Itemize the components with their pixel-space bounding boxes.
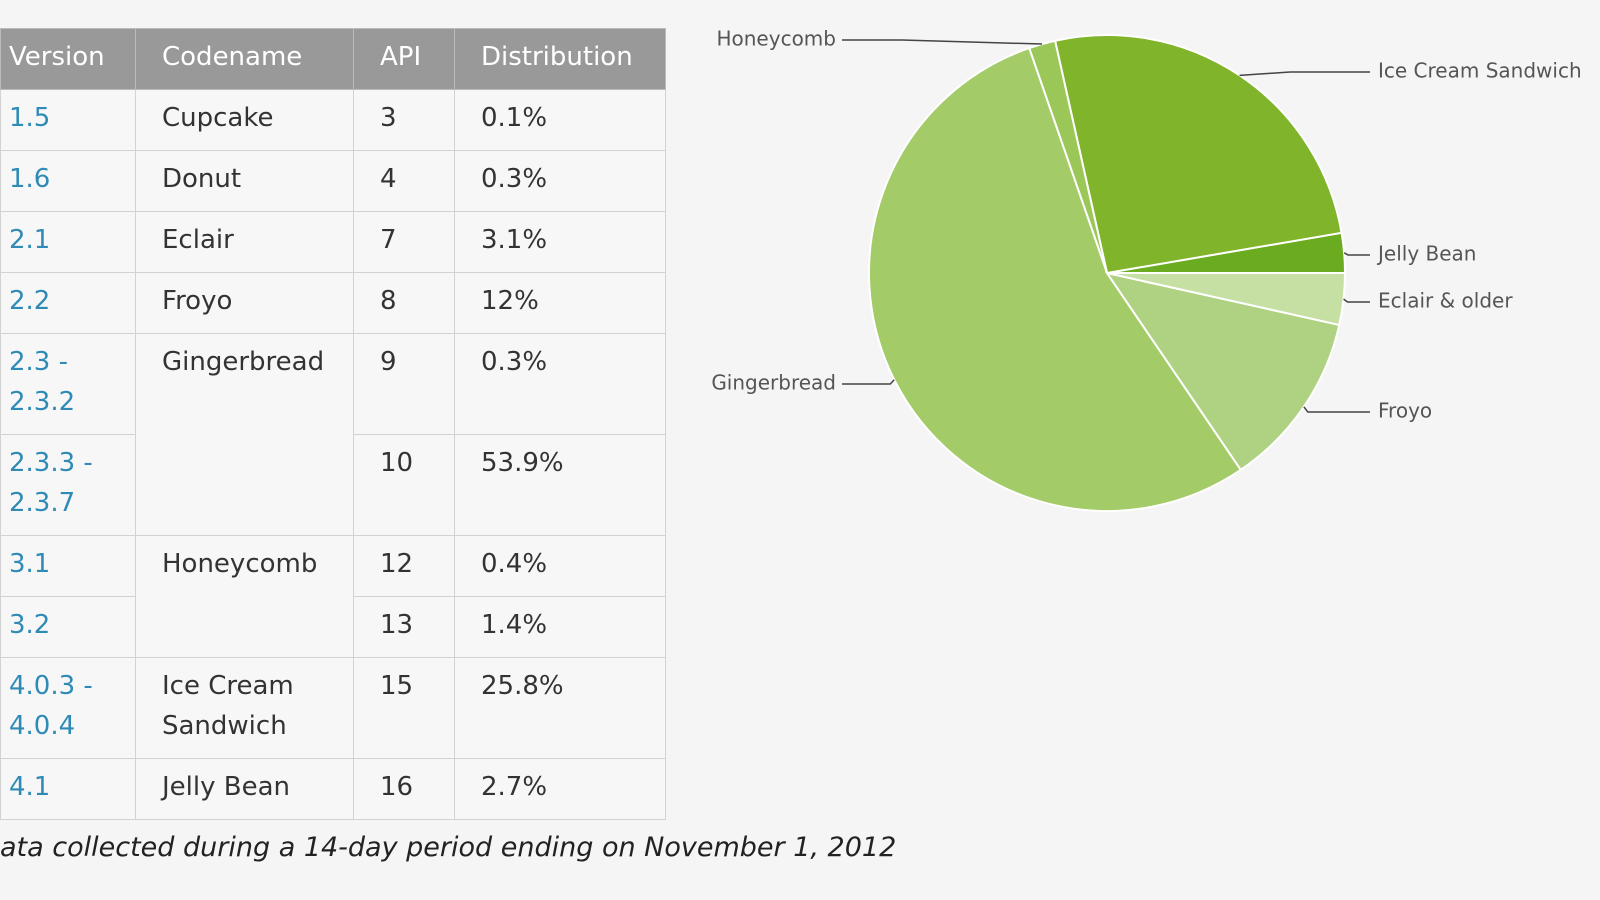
- api-cell: 7: [353, 211, 455, 273]
- slice-label: Jelly Bean: [1376, 242, 1476, 266]
- distribution-cell: 2.7%: [454, 758, 666, 820]
- leader-line: [1239, 71, 1370, 77]
- api-cell: 16: [353, 758, 455, 820]
- api-cell: 15: [353, 657, 455, 759]
- version-cell: 4.1: [0, 758, 136, 820]
- distribution-table: Version Codename API Distribution 1.5 Cupcake…: [0, 28, 666, 820]
- distribution-cell: 0.3%: [454, 150, 666, 212]
- distribution-cell: 3.1%: [454, 211, 666, 273]
- table-row: 2.3.3 - 2.3.7 10 53.9%: [0, 434, 666, 536]
- table-row: 4.1 Jelly Bean 16 2.7%: [0, 758, 666, 820]
- version-cell: 3.1: [0, 535, 136, 597]
- codename-cell: Cupcake: [135, 89, 354, 151]
- version-cell: 2.1: [0, 211, 136, 273]
- distribution-cell: 12%: [454, 272, 666, 334]
- pie-slice: [1106, 272, 1347, 327]
- codename-cell: Ice Cream Sandwich: [135, 657, 354, 759]
- api-cell: 12: [353, 535, 455, 597]
- slice-label: Honeycomb: [716, 27, 836, 51]
- version-cell: 3.2: [0, 596, 136, 658]
- distribution-cell: 53.9%: [454, 434, 666, 536]
- api-cell: 9: [353, 333, 455, 435]
- leader-line: [842, 379, 895, 385]
- distribution-cell: 0.3%: [454, 333, 666, 435]
- leader-line: [1343, 252, 1370, 256]
- header-row: Version Codename API Distribution: [0, 28, 666, 90]
- version-cell: 1.6: [0, 150, 136, 212]
- slice-label: Gingerbread: [711, 371, 836, 395]
- api-cell: 4: [353, 150, 455, 212]
- table-row: 1.5 Cupcake 3 0.1%: [0, 89, 666, 151]
- leader-line: [842, 39, 1043, 45]
- codename-cell: Donut: [135, 150, 354, 212]
- api-cell: 10: [353, 434, 455, 536]
- codename-cell: Gingerbread: [135, 333, 354, 536]
- codename-cell: Jelly Bean: [135, 758, 354, 820]
- codename-cell: Eclair: [135, 211, 354, 273]
- api-cell: 13: [353, 596, 455, 658]
- table-row: 2.3 - 2.3.2 Gingerbread 9 0.3%: [0, 333, 666, 536]
- table-row: 2.2 Froyo 8 12%: [0, 272, 666, 334]
- leader-line: [1303, 406, 1370, 413]
- slice-label: Eclair & older: [1378, 289, 1513, 313]
- table-row: 2.1 Eclair 7 3.1%: [0, 211, 666, 273]
- table-row: 3.2 13 1.4%: [0, 596, 666, 658]
- version-cell: 2.2: [0, 272, 136, 334]
- api-cell: 8: [353, 272, 455, 334]
- distribution-cell: 1.4%: [454, 596, 666, 658]
- table-row: 4.0.3 - 4.0.4 Ice Cream Sandwich 15 25.8%: [0, 657, 666, 759]
- table-row: 3.1 Honeycomb 12 0.4%: [0, 535, 666, 658]
- column-header: Distribution: [454, 28, 666, 90]
- slice-label: Froyo: [1378, 399, 1432, 423]
- column-header: Codename: [135, 28, 354, 90]
- leader-line: [1343, 298, 1370, 303]
- api-cell: 3: [353, 89, 455, 151]
- pie-slice: [868, 46, 1243, 512]
- version-cell: 1.5: [0, 89, 136, 151]
- column-header: Version: [0, 28, 136, 90]
- version-cell: 4.0.3 - 4.0.4: [0, 657, 136, 759]
- distribution-cell: 0.1%: [454, 89, 666, 151]
- table-row: 1.6 Donut 4 0.3%: [0, 150, 666, 212]
- version-cell: 2.3.3 - 2.3.7: [0, 434, 136, 536]
- slice-label: Ice Cream Sandwich: [1378, 59, 1582, 83]
- pie-slice: [1053, 34, 1343, 275]
- distribution-cell: 25.8%: [454, 657, 666, 759]
- codename-cell: Honeycomb: [135, 535, 354, 658]
- footnote: ata collected during a 14-day period end…: [0, 832, 897, 863]
